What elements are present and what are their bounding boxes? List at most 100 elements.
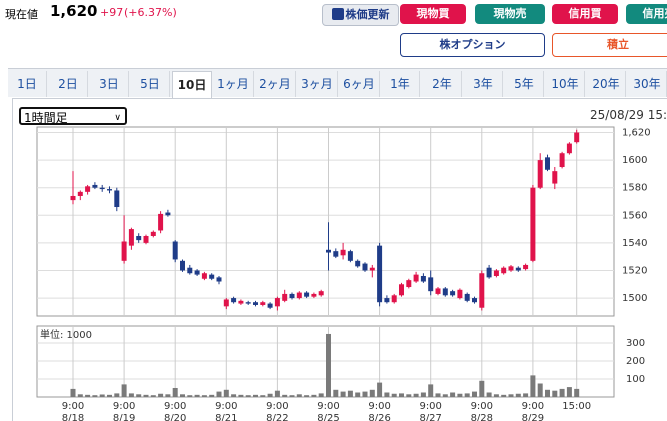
price-label: 現在値 (5, 8, 38, 21)
candle-body (406, 280, 412, 288)
candle-body (559, 153, 565, 168)
y-tick-label: 1600 (622, 155, 647, 166)
volume-bar (406, 394, 412, 397)
period-tab[interactable]: 10日 (172, 71, 212, 98)
margin-buy-button[interactable]: 信用買 (552, 4, 618, 24)
candle-body (187, 267, 193, 274)
volume-bar (150, 395, 156, 397)
x-tick-time: 9:00 (113, 401, 135, 412)
period-tab[interactable]: 1年 (381, 71, 420, 97)
period-tab[interactable]: 1日 (8, 71, 47, 97)
x-tick-date: 8/18 (62, 413, 84, 421)
candle-body (238, 300, 244, 304)
period-tab[interactable]: 6ヶ月 (339, 71, 380, 97)
volume-bar (574, 388, 580, 397)
x-tick-time: 15:00 (562, 401, 591, 412)
candle-body (231, 298, 237, 303)
volume-bar (274, 390, 280, 397)
volume-plot (36, 325, 615, 398)
x-tick-time: 9:00 (215, 401, 237, 412)
candle-body (508, 266, 514, 271)
volume-bar (296, 394, 302, 397)
volume-bar (253, 394, 258, 397)
candle-body (304, 292, 310, 297)
volume-bar (158, 393, 164, 397)
volume-bar (245, 395, 251, 397)
volume-bar (347, 390, 353, 397)
candle-body (399, 284, 404, 296)
candle-body (209, 274, 215, 279)
candle-body (121, 241, 127, 261)
margin-sell-button[interactable]: 信用売 (626, 4, 667, 24)
candle-body (355, 260, 361, 267)
candle-body (165, 212, 171, 216)
period-tab[interactable]: 1ヶ月 (213, 71, 254, 97)
volume-bar (479, 380, 485, 397)
candle-body (143, 235, 149, 243)
volume-bar (559, 388, 565, 397)
period-tab[interactable]: 3日 (90, 71, 129, 97)
x-tick-time: 9:00 (368, 401, 390, 412)
buy-button[interactable]: 現物買 (400, 4, 466, 24)
tsumitate-button[interactable]: 積立 (552, 33, 667, 57)
volume-bar (435, 393, 441, 397)
volume-bar (340, 391, 346, 397)
volume-bar (70, 388, 76, 397)
candle-body (194, 270, 200, 275)
candle-body (128, 229, 134, 246)
x-tick-date: 8/25 (317, 413, 339, 421)
candle-body (552, 171, 558, 184)
volume-bar (165, 394, 171, 397)
option-button[interactable]: 株オプション (400, 33, 545, 57)
candle-body (384, 298, 390, 303)
volume-bar (333, 389, 339, 397)
volume-bar (377, 382, 383, 397)
period-tab[interactable]: 2日 (49, 71, 88, 97)
volume-bar (523, 393, 529, 397)
sell-button[interactable]: 現物売 (475, 4, 545, 24)
change: +97 (100, 6, 124, 19)
y-tick-label: 1,620 (622, 128, 651, 139)
interval-select[interactable]: 1時間足 ∨ (19, 107, 127, 125)
volume-bar (420, 392, 426, 397)
volume-bar (77, 394, 83, 397)
candle-body (253, 302, 258, 305)
candle-body (435, 288, 441, 294)
volume-bar (194, 394, 200, 397)
volume-bar (399, 393, 404, 397)
period-tab[interactable]: 2年 (423, 71, 462, 97)
period-tab[interactable]: 5日 (131, 71, 170, 97)
candle-body (362, 263, 368, 271)
candle-body (274, 298, 280, 307)
candle-body (530, 187, 536, 261)
period-tab[interactable]: 3ヶ月 (297, 71, 338, 97)
period-tab[interactable]: 10年 (546, 71, 585, 97)
candle-body (172, 241, 178, 260)
period-tab[interactable]: 2ヶ月 (255, 71, 296, 97)
volume-bar (537, 383, 543, 397)
refresh-button[interactable]: 株価更新 (322, 4, 399, 26)
candle-body (413, 274, 419, 282)
period-tab[interactable]: 5年 (505, 71, 544, 97)
period-tab[interactable]: 20年 (587, 71, 626, 97)
volume-unit: 単位: 1000 (40, 328, 92, 341)
period-tab[interactable]: 3年 (464, 71, 503, 97)
volume-bar (318, 393, 324, 397)
x-tick-date: 8/22 (266, 413, 288, 421)
volume-bar (530, 375, 536, 397)
volume-bar (143, 394, 149, 397)
candle-body (201, 273, 207, 279)
volume-bar (391, 393, 397, 397)
candle-body (318, 291, 324, 296)
candle-body (340, 249, 346, 256)
candle-body (420, 275, 426, 282)
x-tick-time: 9:00 (419, 401, 441, 412)
candle-body (260, 302, 266, 305)
x-tick-date: 8/19 (113, 413, 135, 421)
candle-body (428, 277, 434, 292)
volume-bar (457, 393, 463, 397)
volume-bar (566, 387, 572, 397)
volume-bar (107, 394, 112, 397)
x-tick-time: 9:00 (266, 401, 288, 412)
